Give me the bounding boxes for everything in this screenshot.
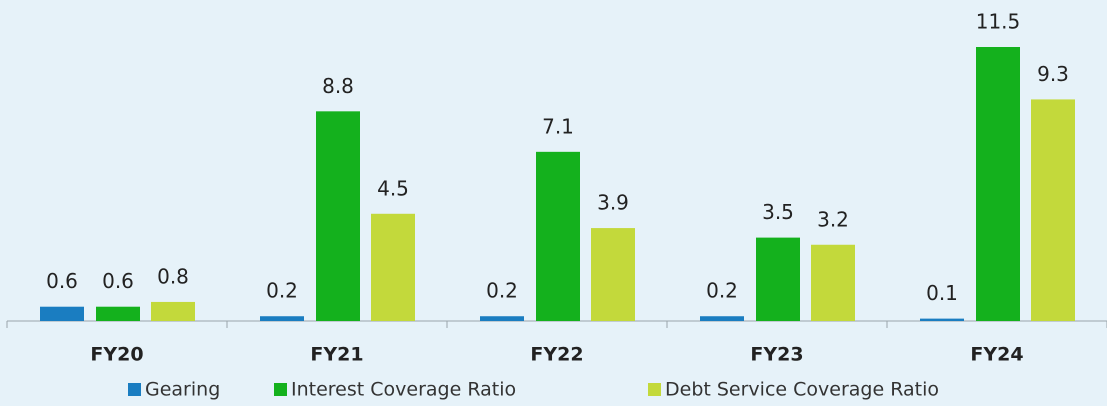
bar [1031,99,1075,321]
bar [371,213,415,321]
bar [40,306,84,321]
legend-swatch [128,383,141,396]
legend-swatch [648,383,661,396]
data-label: 0.2 [486,279,518,303]
data-label: 0.8 [157,264,189,288]
data-label: 3.5 [762,200,794,224]
legend-label: Debt Service Coverage Ratio [665,379,939,401]
bar [591,228,635,321]
data-label: 4.5 [377,176,409,200]
legend-label: Gearing [145,379,220,401]
data-label: 0.2 [266,279,298,303]
data-label: 0.2 [706,279,738,303]
bar [151,301,195,321]
x-tick-label: FY23 [750,344,803,366]
data-label: 0.6 [102,269,134,293]
x-tick-label: FY22 [530,344,583,366]
bar [96,306,140,321]
legend-swatch [274,383,287,396]
data-label: 3.9 [597,191,629,215]
bar [976,47,1020,321]
bar [811,244,855,321]
bar [316,111,360,321]
data-label: 11.5 [976,10,1021,34]
bar [920,318,964,321]
data-label: 8.8 [322,74,354,98]
data-label: 0.6 [46,269,78,293]
data-label: 7.1 [542,114,574,138]
bar [700,316,744,321]
data-label: 3.2 [817,207,849,231]
data-label: 9.3 [1037,62,1069,86]
legend-label: Interest Coverage Ratio [291,379,516,401]
bar [480,316,524,321]
bar [756,237,800,321]
bar [536,151,580,321]
x-tick-label: FY20 [90,344,143,366]
x-tick-label: FY21 [310,344,363,366]
x-tick-label: FY24 [970,344,1023,366]
bar [260,316,304,321]
data-label: 0.1 [926,281,958,305]
